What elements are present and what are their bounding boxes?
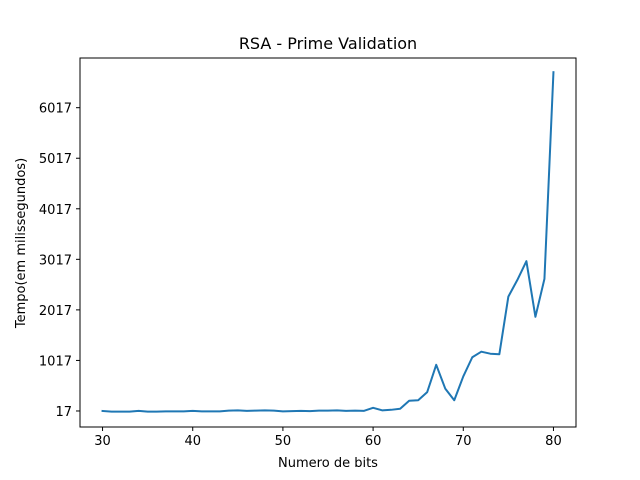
y-tick-label: 2017 <box>39 304 72 319</box>
x-tick-label: 40 <box>184 434 201 449</box>
y-tick-label: 4017 <box>39 203 72 218</box>
x-tick-label: 80 <box>545 434 562 449</box>
chart-title: RSA - Prime Validation <box>239 34 417 53</box>
y-tick-label: 1017 <box>39 354 72 369</box>
series-line-1 <box>101 71 555 413</box>
plot-area: 30 40 50 60 70 80 17 1017 2017 3017 4017 5017 6017 <box>39 57 577 449</box>
y-tick-label: 5017 <box>39 152 72 167</box>
y-tick-label: 6017 <box>39 102 72 117</box>
y-axis-label: Tempo(em milissegundos) <box>14 158 29 329</box>
x-tick-label: 60 <box>365 434 382 449</box>
x-axis-label: Numero de bits <box>278 456 378 471</box>
x-tick-label: 50 <box>275 434 292 449</box>
x-tick-label: 70 <box>455 434 472 449</box>
axes-frame <box>79 57 577 428</box>
x-tick-label: 30 <box>94 434 111 449</box>
y-tick-label: 17 <box>55 405 72 420</box>
y-tick-label: 3017 <box>39 253 72 268</box>
